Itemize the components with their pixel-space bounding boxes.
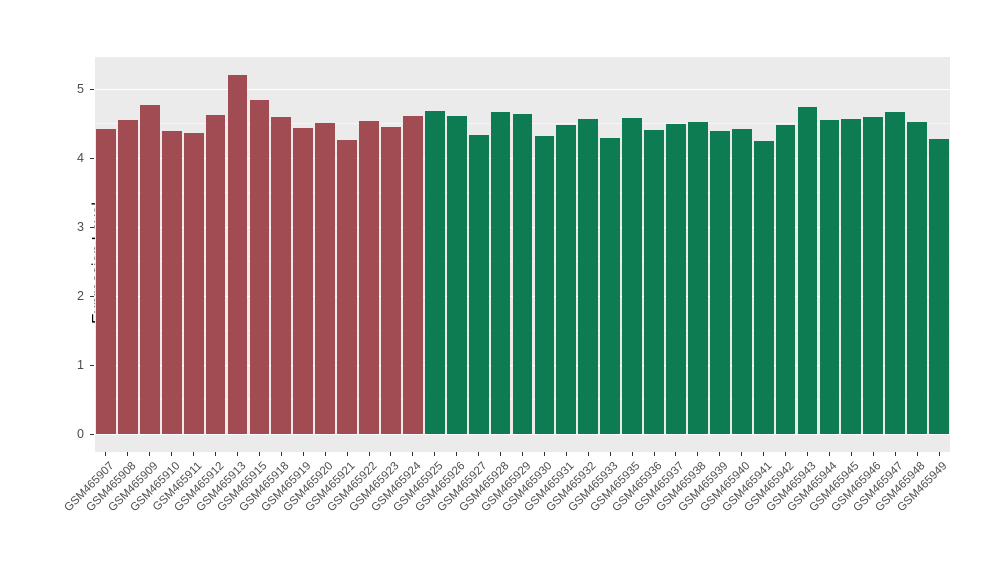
gridline-major [95, 88, 950, 90]
bar-GSM465925 [424, 110, 445, 435]
bar-GSM465929 [512, 113, 533, 435]
bar-GSM465943 [797, 107, 818, 435]
bar-GSM465907 [96, 129, 116, 435]
x-tick-mark [719, 452, 721, 456]
x-tick-mark [280, 452, 282, 456]
x-tick-mark [697, 452, 699, 456]
x-tick-mark [653, 452, 655, 456]
bar-GSM465933 [600, 138, 621, 435]
bar-GSM465919 [293, 128, 314, 435]
bar-GSM465913 [227, 74, 248, 435]
x-tick-mark [763, 452, 765, 456]
bar-GSM465935 [622, 118, 642, 435]
y-tick-label: 1 [77, 358, 84, 373]
x-tick-mark [785, 452, 787, 456]
bar-GSM465945 [841, 119, 862, 435]
x-tick-mark [434, 452, 436, 456]
x-tick-mark [587, 452, 589, 456]
bar-GSM465932 [578, 119, 599, 435]
x-tick-mark [302, 452, 304, 456]
x-tick-mark [500, 452, 502, 456]
bar-GSM465939 [709, 131, 730, 435]
bar-GSM465927 [468, 134, 489, 435]
y-tick-label: 4 [77, 151, 84, 166]
x-tick-mark [872, 452, 874, 456]
bar-GSM465911 [183, 132, 204, 435]
bar-GSM465949 [929, 139, 949, 435]
bar-GSM465946 [863, 116, 884, 435]
gridline-major [95, 433, 950, 435]
bar-GSM465931 [556, 124, 577, 435]
bar-GSM465940 [731, 129, 752, 435]
y-tick-mark [90, 226, 94, 228]
x-tick-mark [105, 452, 107, 456]
x-tick-mark [390, 452, 392, 456]
x-tick-mark [675, 452, 677, 456]
x-tick-mark [368, 452, 370, 456]
x-tick-mark [543, 452, 545, 456]
x-tick-mark [127, 452, 129, 456]
x-tick-mark [609, 452, 611, 456]
bar-GSM465930 [534, 135, 555, 435]
x-tick-mark [412, 452, 414, 456]
bar-GSM465926 [446, 116, 467, 435]
x-tick-mark [171, 452, 173, 456]
x-tick-mark [565, 452, 567, 456]
x-tick-mark [215, 452, 217, 456]
bar-GSM465921 [337, 140, 357, 435]
y-tick-mark [90, 433, 94, 435]
x-tick-mark [828, 452, 830, 456]
x-tick-mark [237, 452, 238, 456]
bar-GSM465923 [381, 127, 401, 435]
bar-GSM465924 [403, 115, 423, 435]
bar-GSM465909 [139, 104, 160, 435]
x-tick-mark [850, 452, 852, 456]
y-tick-label: 0 [77, 427, 84, 442]
x-tick-mark [807, 452, 808, 456]
x-tick-mark [456, 452, 458, 456]
y-tick-mark [90, 295, 94, 297]
x-tick-mark [346, 452, 348, 456]
y-tick-mark [90, 157, 94, 159]
bar-GSM465912 [205, 114, 226, 435]
y-tick-label: 5 [77, 82, 84, 97]
y-tick-label: 3 [77, 220, 84, 235]
bar-GSM465928 [490, 112, 511, 435]
x-tick-mark [938, 452, 940, 456]
bar-GSM465920 [315, 123, 336, 435]
bar-GSM465918 [271, 116, 292, 435]
x-tick-mark [894, 452, 896, 456]
x-tick-mark [478, 452, 480, 456]
x-tick-mark [258, 452, 260, 456]
x-tick-mark [741, 452, 743, 456]
y-tick-mark [90, 364, 94, 366]
x-tick-mark [149, 452, 151, 456]
x-tick-mark [631, 452, 633, 456]
y-tick-label: 2 [77, 289, 84, 304]
bar-GSM465915 [249, 99, 270, 435]
y-tick-mark [90, 88, 94, 90]
bar-GSM465941 [753, 141, 774, 435]
x-tick-mark [522, 452, 523, 456]
plot-panel [95, 57, 950, 452]
bar-GSM465936 [644, 130, 664, 435]
bar-GSM465947 [885, 112, 906, 435]
bar-GSM465948 [907, 121, 927, 435]
bar-GSM465938 [688, 121, 708, 435]
x-tick-mark [324, 452, 326, 456]
bar-GSM465937 [666, 123, 686, 435]
bar-GSM465922 [359, 121, 379, 435]
bar-GSM465908 [118, 119, 138, 435]
bar-GSM465910 [161, 131, 182, 435]
x-tick-mark [916, 452, 918, 456]
x-tick-mark [193, 452, 195, 456]
bar-GSM465942 [775, 124, 796, 435]
bar-GSM465944 [819, 119, 840, 435]
